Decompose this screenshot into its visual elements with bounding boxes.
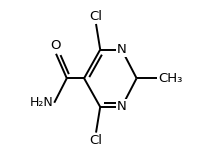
Text: N: N (117, 43, 126, 56)
Text: Cl: Cl (90, 134, 103, 147)
Text: CH₃: CH₃ (158, 72, 183, 85)
Text: Cl: Cl (90, 10, 103, 23)
Text: H₂N: H₂N (29, 96, 53, 109)
Text: O: O (50, 39, 61, 52)
Text: N: N (117, 100, 126, 113)
